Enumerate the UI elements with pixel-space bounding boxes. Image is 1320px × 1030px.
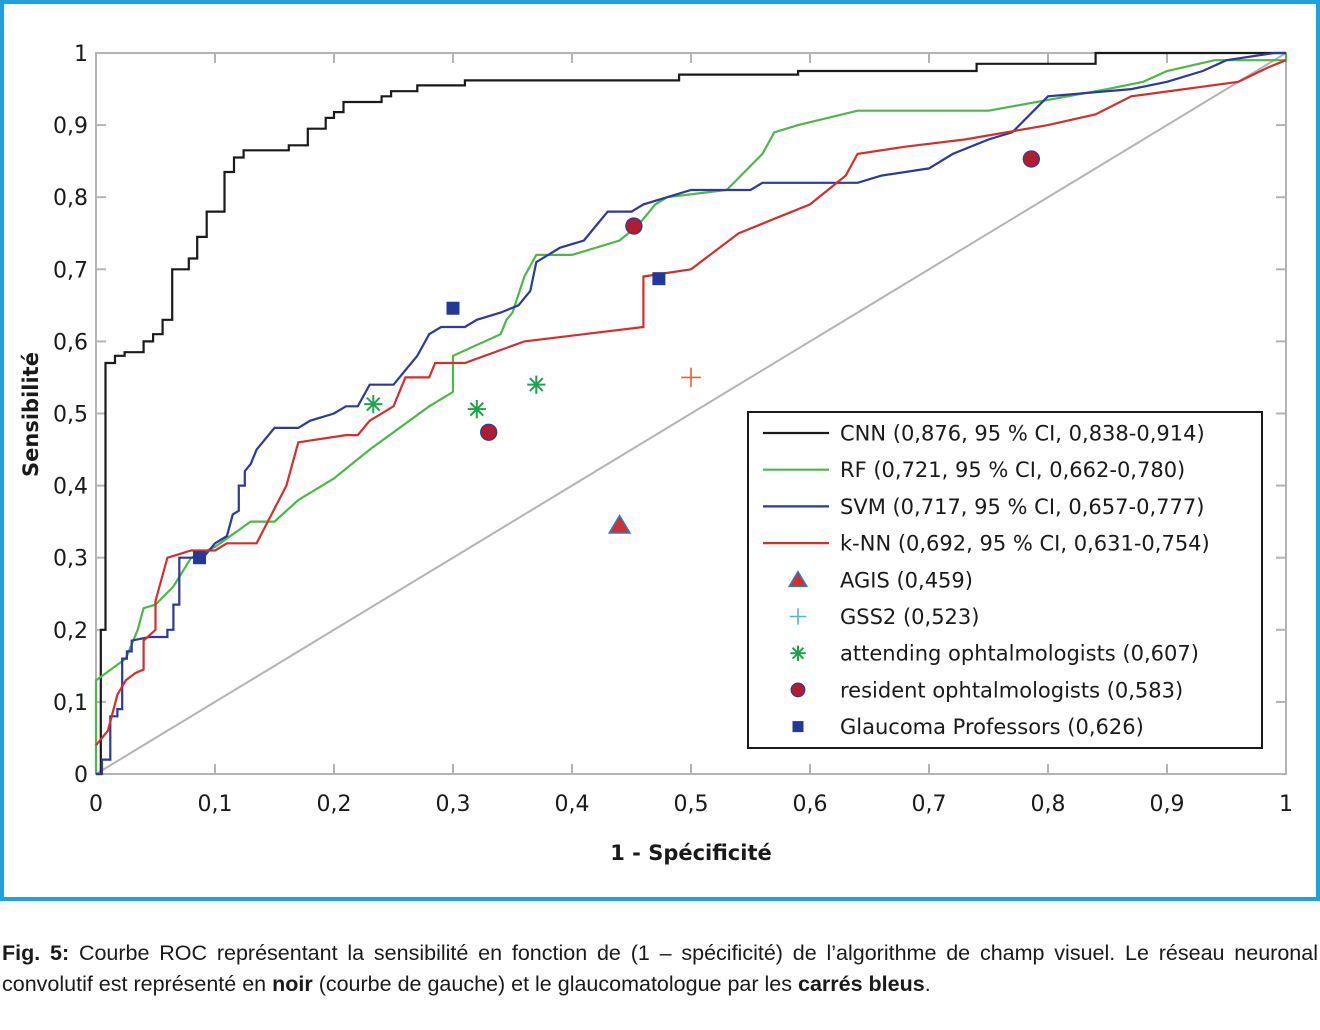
legend-label-glaucoma-professors: Glaucoma Professors (0,626)	[840, 715, 1144, 739]
y-tick-label: 0,2	[53, 619, 88, 644]
marker-attending-ophtalmologists	[467, 400, 486, 419]
tick-labels: 0 0,1 0,2 0,3 0,4 0,5 0,6 0,7 0,8 0,9 1 0 0,1 0,2 0,3 0…	[53, 42, 1293, 817]
legend-label-resident-ophtalmologists: resident ophtalmologists (0,583)	[840, 678, 1183, 702]
legend-label-gss2: GSS2 (0,523)	[840, 605, 979, 629]
marker-attending-ophtalmologists-ray	[469, 402, 484, 417]
legend-swatch-agis	[787, 570, 809, 588]
x-tick-label: 0,7	[912, 792, 947, 817]
series-markers	[193, 150, 1040, 565]
marker-attending-ophtalmologists-ray	[366, 396, 381, 412]
x-tick-label: 0,1	[198, 792, 233, 817]
marker-attending-ophtalmologists	[527, 375, 546, 394]
x-tick-label: 0,2	[317, 792, 352, 817]
legend-swatch-gss2	[789, 608, 807, 625]
series-line-k-nn	[95, 59, 1287, 746]
legend-label-agis: AGIS (0,459)	[840, 568, 973, 592]
legend: CNN (0,876, 95 % CI, 0,838-0,914) RF (0,7…	[747, 411, 1263, 749]
y-tick-label: 0	[74, 763, 88, 788]
marker-glaucoma-professors	[193, 551, 207, 565]
figure-caption: Fig. 5: Courbe ROC représentant la sensi…	[2, 938, 1318, 1000]
legend-item-agis: AGIS (0,459)	[787, 568, 973, 592]
x-tick-label: 0	[89, 792, 103, 817]
caption-text-1: Courbe ROC représentant la sensibilité e…	[2, 941, 1318, 996]
caption-bold-carres-bleus: carrés bleus	[797, 972, 925, 996]
marker-resident-ophtalmologists	[1022, 150, 1040, 168]
y-tick-label: 0,3	[53, 547, 88, 572]
chance-diagonal	[95, 52, 1287, 775]
legend-label-k-nn: k-NN (0,692, 95 % CI, 0,631-0,754)	[840, 532, 1210, 556]
legend-item-svm: SVM (0,717, 95 % CI, 0,657-0,777)	[763, 495, 1204, 519]
x-axis-title: 1 - Spécificité	[610, 841, 772, 865]
legend-item-k-nn: k-NN (0,692, 95 % CI, 0,631-0,754)	[763, 532, 1210, 556]
marker-glaucoma-professors	[652, 272, 666, 286]
marker-gss2	[681, 367, 701, 388]
x-tick-label: 0,9	[1150, 792, 1185, 817]
legend-item-resident-ophtalmologists: resident ophtalmologists (0,583)	[790, 678, 1183, 702]
legend-items: CNN (0,876, 95 % CI, 0,838-0,914) RF (0,7…	[763, 422, 1210, 739]
y-tick-label: 0,5	[53, 403, 88, 428]
legend-item-cnn: CNN (0,876, 95 % CI, 0,838-0,914)	[763, 422, 1205, 446]
legend-swatch-attending-ophtalmologists-ray	[791, 647, 805, 660]
x-tick-label: 0,8	[1031, 792, 1066, 817]
y-tick-label: 0,8	[53, 186, 88, 211]
y-tick-label: 0,6	[53, 330, 88, 355]
y-tick-label: 0,9	[53, 114, 88, 139]
series-line-cnn	[96, 51, 1286, 776]
caption-label: Fig. 5:	[2, 941, 70, 965]
y-tick-label: 0,4	[53, 475, 88, 500]
y-tick-label: 1	[74, 42, 88, 67]
legend-item-rf: RF (0,721, 95 % CI, 0,662-0,780)	[763, 458, 1185, 482]
caption-text-2: (courbe de gauche) et le glaucomatologue…	[312, 972, 798, 996]
y-tick-label: 0,7	[53, 258, 88, 283]
series-line-svm	[96, 51, 1286, 776]
y-tick-label: 0,1	[53, 691, 88, 716]
x-tick-label: 1	[1279, 792, 1293, 817]
legend-item-gss2: GSS2 (0,523)	[789, 605, 979, 629]
caption-text-3: .	[924, 972, 931, 996]
axis-ticks	[95, 52, 1287, 775]
legend-item-attending-ophtalmologists: attending ophtalmologists (0,607)	[790, 642, 1199, 666]
legend-box	[747, 411, 1263, 749]
marker-resident-ophtalmologists	[480, 423, 498, 441]
legend-label-rf: RF (0,721, 95 % CI, 0,662-0,780)	[840, 458, 1185, 482]
legend-label-cnn: CNN (0,876, 95 % CI, 0,838-0,914)	[840, 422, 1205, 446]
legend-label-svm: SVM (0,717, 95 % CI, 0,657-0,777)	[840, 495, 1204, 519]
marker-glaucoma-professors	[446, 301, 460, 315]
legend-label-attending-ophtalmologists: attending ophtalmologists (0,607)	[840, 642, 1199, 666]
series-lines	[94, 51, 1288, 776]
y-axis-title: Sensibilité	[19, 352, 43, 477]
legend-swatch-attending-ophtalmologists	[790, 645, 806, 661]
x-tick-label: 0,4	[555, 792, 590, 817]
caption-bold-noir: noir	[272, 972, 313, 996]
legend-swatch-resident-ophtalmologists	[790, 682, 806, 698]
x-tick-label: 0,5	[674, 792, 709, 817]
marker-resident-ophtalmologists	[625, 217, 643, 235]
x-tick-label: 0,3	[436, 792, 471, 817]
legend-item-glaucoma-professors: Glaucoma Professors (0,626)	[792, 715, 1144, 739]
marker-attending-ophtalmologists-ray	[529, 377, 544, 392]
roc-chart: 0 0,1 0,2 0,3 0,4 0,5 0,6 0,7 0,8 0,9 1 0 0,1 0,2 0,3 0…	[19, 42, 1293, 865]
marker-agis	[607, 514, 632, 534]
legend-swatch-glaucoma-professors	[792, 721, 804, 733]
marker-attending-ophtalmologists	[364, 395, 383, 414]
x-tick-label: 0,6	[793, 792, 828, 817]
